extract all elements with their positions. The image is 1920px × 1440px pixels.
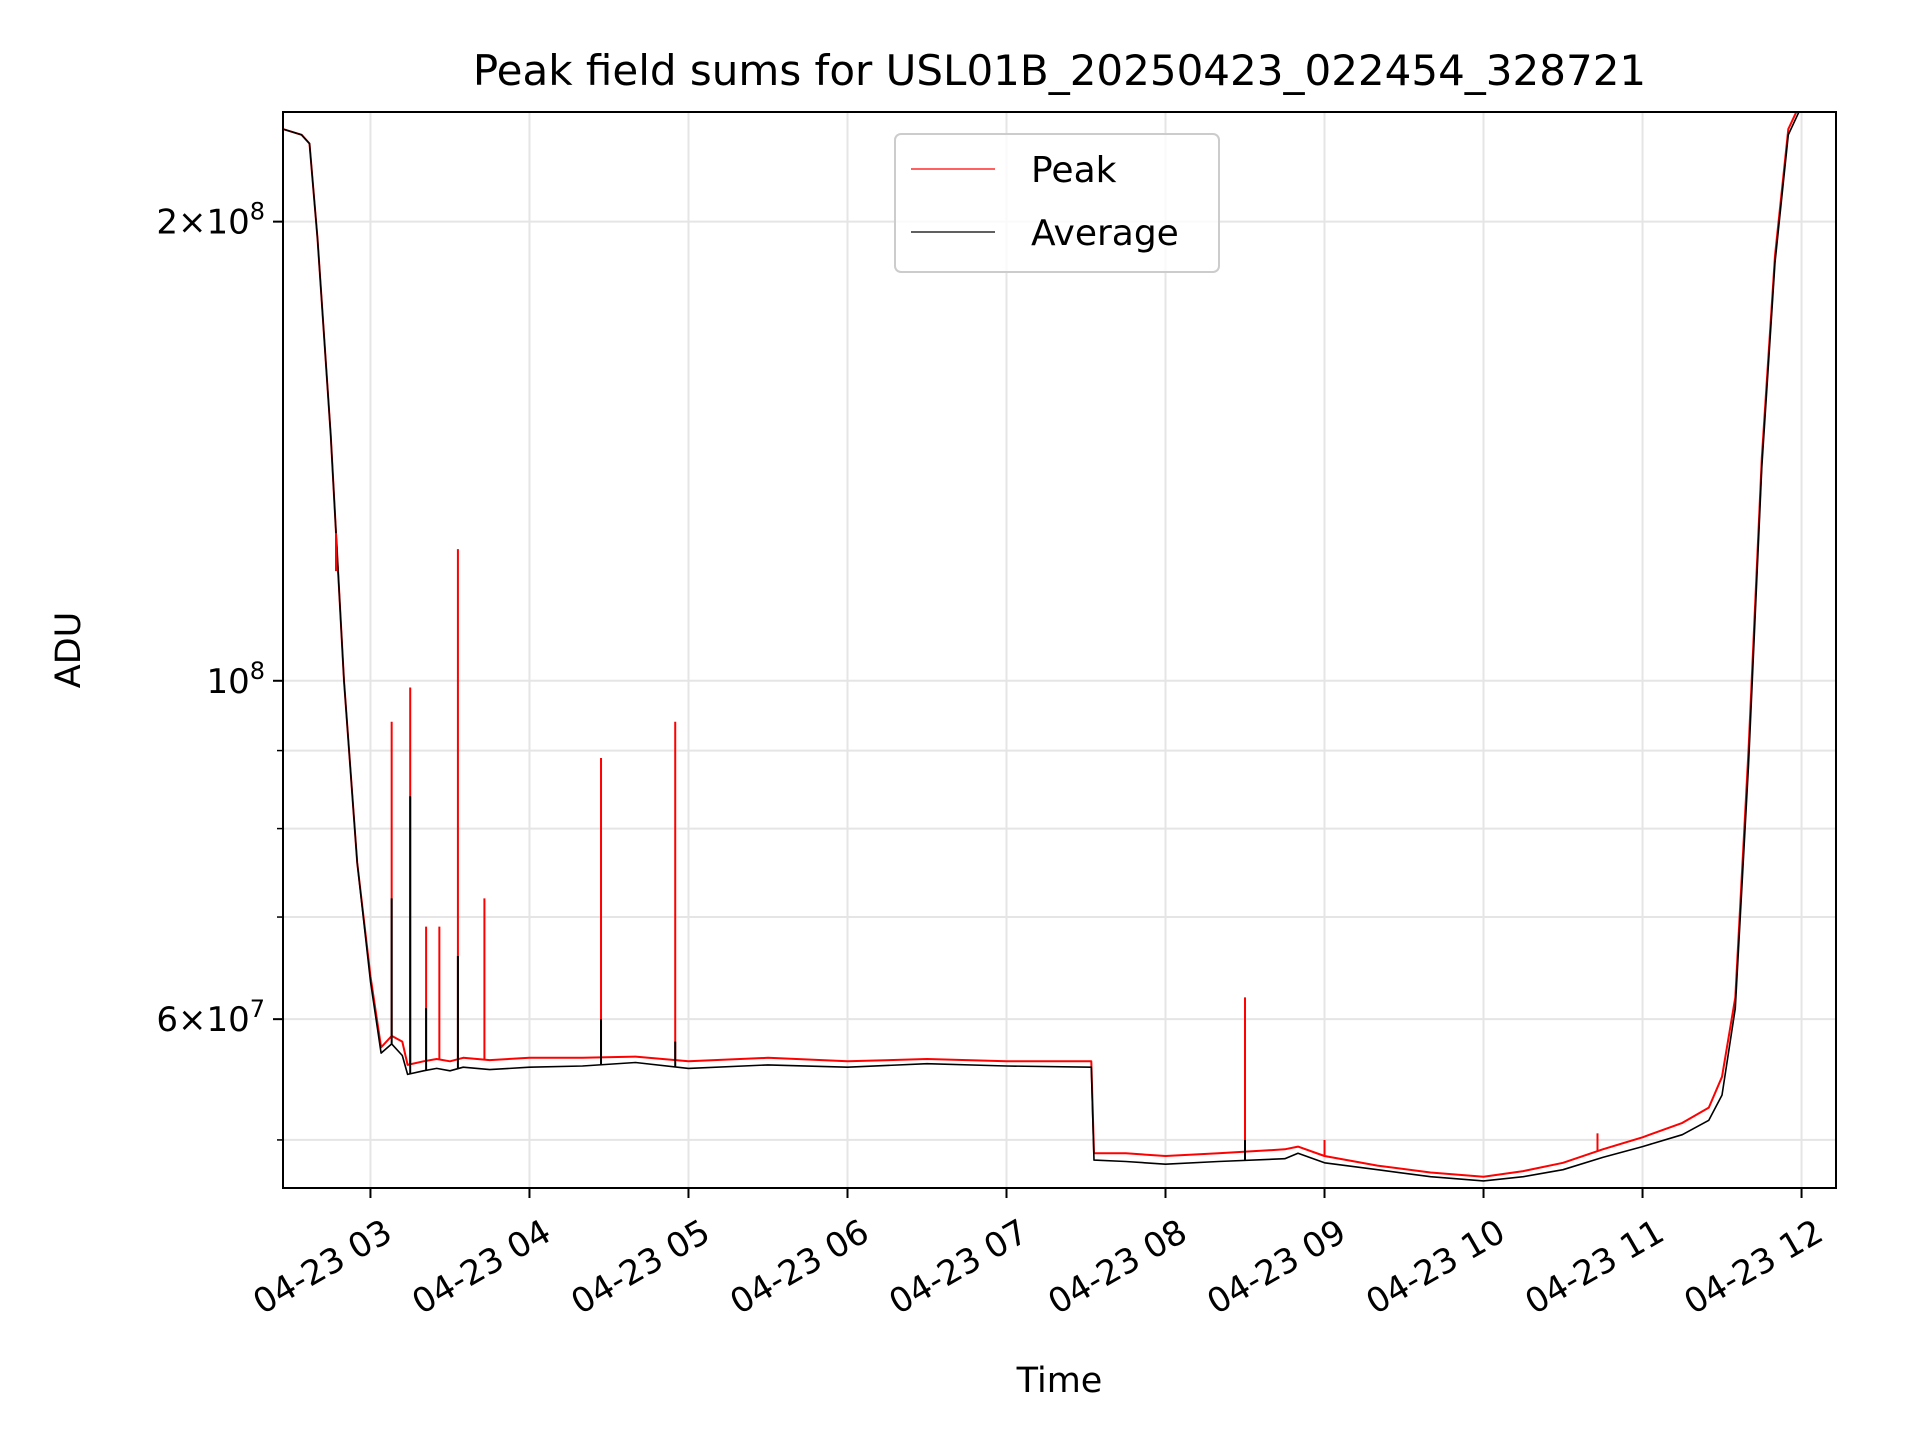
chart-title: Peak field sums for USL01B_20250423_0224… bbox=[473, 46, 1646, 95]
legend-label-average: Average bbox=[1031, 213, 1179, 254]
y-tick-label: 108 bbox=[206, 657, 265, 702]
y-axis-label: ADU bbox=[49, 612, 89, 689]
x-axis-label: Time bbox=[1016, 1361, 1103, 1401]
series-line-peak bbox=[283, 112, 1798, 1178]
series-line-average bbox=[283, 112, 1800, 1182]
y-axis: 6×107 108 2×108 bbox=[156, 198, 283, 1141]
legend-label-peak: Peak bbox=[1031, 150, 1117, 191]
y-tick-label: 6×107 bbox=[156, 995, 265, 1040]
y-tick-label: 2×108 bbox=[156, 198, 265, 243]
legend: Peak Average bbox=[894, 133, 1220, 273]
grid-lines bbox=[283, 112, 1836, 1188]
plot-series bbox=[283, 112, 1800, 1182]
plot-frame bbox=[282, 111, 1837, 1189]
